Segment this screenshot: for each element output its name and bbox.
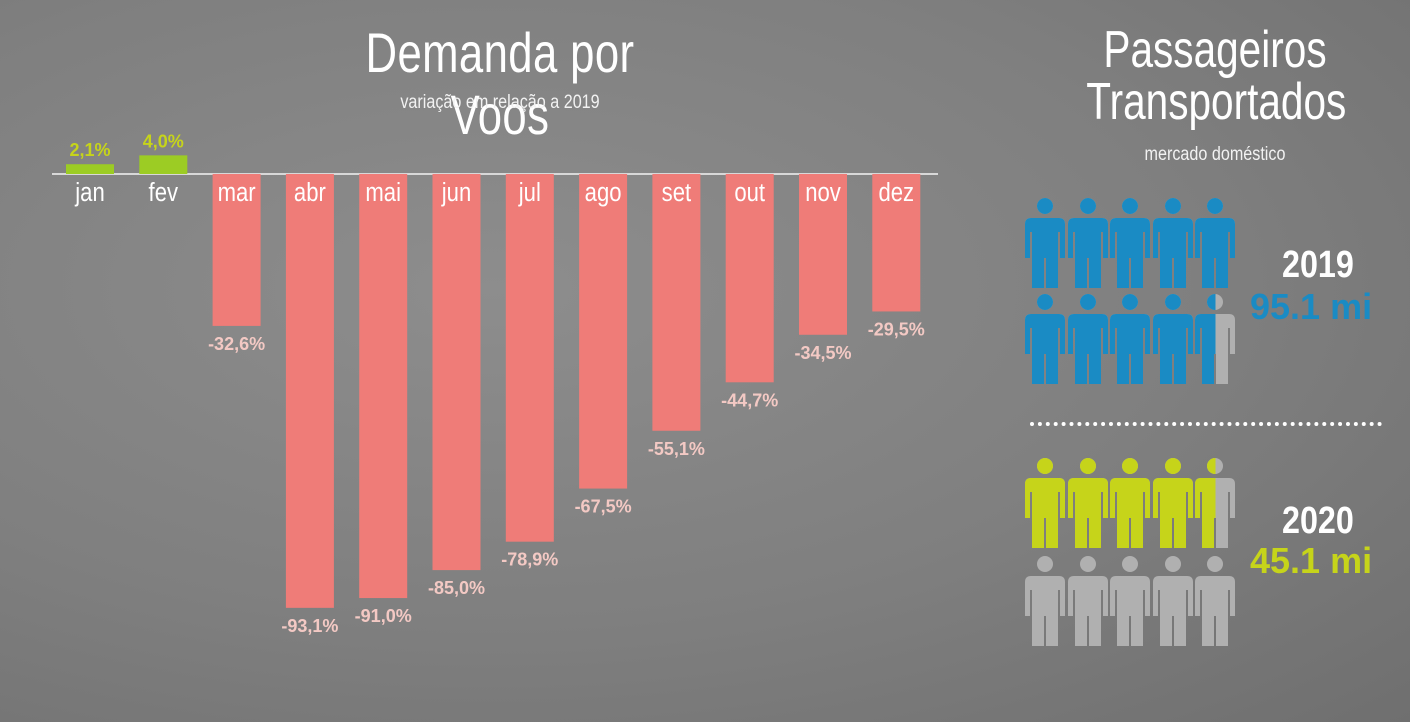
bar-jan	[66, 164, 114, 174]
value-label-jun: -85,0%	[428, 578, 485, 598]
total-2020-value: 45.1 mi	[1250, 540, 1373, 581]
chart-title: Demanda por Voos	[365, 21, 635, 146]
total-2019-value: 95.1 mi	[1250, 286, 1373, 327]
person-icon	[1025, 294, 1065, 384]
value-label-abr: -93,1%	[281, 616, 338, 636]
person-icon	[1195, 294, 1235, 384]
value-label-mar: -32,6%	[208, 334, 265, 354]
value-label-jul: -78,9%	[501, 550, 558, 570]
value-label-jan: 2,1%	[69, 140, 110, 160]
value-label-fev: 4,0%	[143, 131, 184, 151]
passengers-title-line2: Transportados	[1086, 73, 1347, 131]
bar-chart: jan 2,1% fev 4,0% mar -32,6% abr -93,1% mai -91,0…	[52, 131, 938, 636]
category-label-jan: jan	[74, 178, 104, 207]
bar-fev	[139, 155, 188, 174]
passengers-subtitle: mercado doméstico	[1144, 144, 1286, 165]
passengers-title: Passageiros Transportados	[1086, 21, 1347, 131]
category-label-jul: jul	[518, 178, 541, 207]
bar-jul	[505, 174, 554, 542]
value-label-dez: -29,5%	[868, 319, 925, 339]
person-icon	[1068, 556, 1108, 646]
year-2019-label: 2019	[1282, 244, 1354, 286]
person-icon	[1025, 198, 1065, 288]
person-icon	[1153, 294, 1193, 384]
person-icon	[1068, 198, 1108, 288]
person-icon	[1195, 458, 1235, 548]
person-icon	[1068, 294, 1108, 384]
value-label-nov: -34,5%	[794, 343, 851, 363]
person-icon	[1195, 556, 1235, 646]
category-label-mai: mai	[365, 178, 401, 207]
bar-jun	[432, 174, 481, 571]
value-label-set: -55,1%	[648, 439, 705, 459]
category-label-set: set	[662, 178, 692, 207]
value-label-mai: -91,0%	[355, 606, 412, 626]
bar-abr	[285, 174, 334, 608]
chart-subtitle: variação em relação a 2019	[400, 92, 600, 113]
bar-dez	[872, 174, 921, 312]
category-label-ago: ago	[585, 178, 622, 207]
value-label-ago: -67,5%	[575, 497, 632, 517]
person-icon	[1110, 458, 1150, 548]
category-label-mar: mar	[218, 178, 256, 207]
category-label-dez: dez	[878, 178, 914, 207]
passengers-title-line1: Passageiros	[1103, 21, 1327, 79]
bar-out	[725, 174, 774, 383]
category-label-out: out	[734, 178, 765, 207]
person-icon	[1110, 294, 1150, 384]
category-label-fev: fev	[149, 178, 178, 207]
person-icon	[1153, 458, 1193, 548]
person-icon	[1068, 458, 1108, 548]
bar-mar	[212, 174, 261, 326]
person-icon	[1110, 198, 1150, 288]
bar-nov	[799, 174, 847, 335]
bar-ago	[579, 174, 628, 489]
person-icon	[1153, 198, 1193, 288]
separator-line	[1030, 422, 1382, 426]
person-icon	[1153, 556, 1193, 646]
year-2020-label: 2020	[1282, 500, 1354, 542]
category-label-jun: jun	[441, 178, 471, 207]
person-icon	[1195, 198, 1235, 288]
value-label-out: -44,7%	[721, 390, 778, 410]
bar-mai	[359, 174, 408, 599]
category-label-abr: abr	[294, 178, 326, 207]
category-label-nov: nov	[805, 178, 841, 207]
person-icon	[1110, 556, 1150, 646]
person-icon	[1025, 458, 1065, 548]
bar-set	[652, 174, 701, 431]
person-icon	[1025, 556, 1065, 646]
